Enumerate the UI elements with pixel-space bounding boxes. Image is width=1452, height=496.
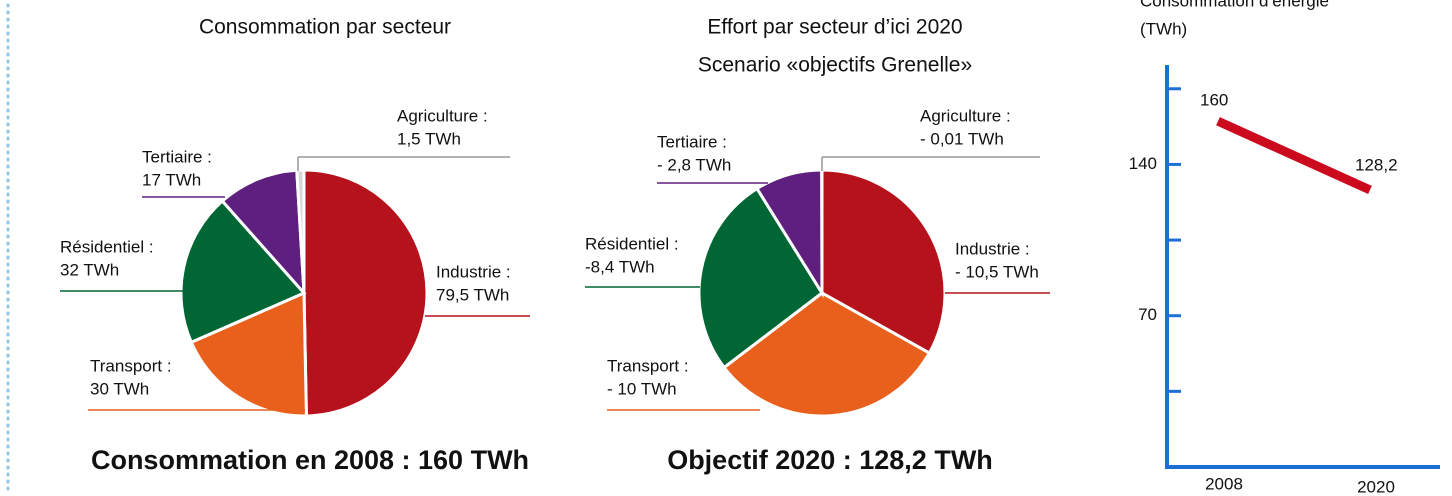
data-label: 128,2 xyxy=(1355,155,1398,174)
data-label: 160 xyxy=(1200,91,1228,110)
slice-label: Industrie : xyxy=(955,239,1030,258)
slice-value-label: 32 TWh xyxy=(60,260,119,279)
data-line xyxy=(1216,117,1372,195)
chart-title: Consommation par secteur xyxy=(199,16,451,39)
slice-label: Résidentiel : xyxy=(585,234,679,253)
x-tick-label: 2008 xyxy=(1205,474,1243,493)
slice-value-label: 79,5 TWh xyxy=(436,285,509,304)
pie-slice xyxy=(697,186,824,370)
slice-value-label: - 0,01 TWh xyxy=(920,129,1004,148)
y-tick-label: 140 xyxy=(1129,154,1157,173)
chart-title: Consommation d’énergie xyxy=(1140,0,1329,10)
chart-title: Effort par secteur d’ici 2020 xyxy=(707,16,962,39)
slice-value-label: -8,4 TWh xyxy=(585,257,655,276)
slice-value-label: 17 TWh xyxy=(142,170,201,189)
pie-slice xyxy=(722,291,932,418)
x-tick-label: 2020 xyxy=(1357,477,1395,496)
pie-slice xyxy=(302,168,429,418)
chart-footer: Objectif 2020 : 128,2 TWh xyxy=(667,445,993,475)
slice-label: Industrie : xyxy=(436,262,511,281)
pie-slice xyxy=(295,168,306,294)
pie-slice xyxy=(220,168,306,298)
chart-title: (TWh) xyxy=(1140,19,1187,38)
slice-value-label: - 2,8 TWh xyxy=(657,155,731,174)
pie-slice xyxy=(820,168,947,356)
slice-label: Transport : xyxy=(90,356,172,375)
pie-slice xyxy=(179,198,307,345)
slice-label: Agriculture : xyxy=(397,106,488,125)
chart-subtitle: Scenario «objectifs Grenelle» xyxy=(698,54,972,77)
slice-label: Résidentiel : xyxy=(60,237,154,256)
y-tick-label: 70 xyxy=(1138,305,1157,324)
pie-slice xyxy=(189,290,308,418)
slice-value-label: - 10,5 TWh xyxy=(955,262,1039,281)
slice-label: Agriculture : xyxy=(920,106,1011,125)
slice-value-label: 1,5 TWh xyxy=(397,129,461,148)
slice-value-label: - 10 TWh xyxy=(607,379,677,398)
slice-value-label: 30 TWh xyxy=(90,379,149,398)
chart-footer: Consommation en 2008 : 160 TWh xyxy=(91,445,529,475)
slice-label: Transport : xyxy=(607,356,689,375)
slice-label: Tertiaire : xyxy=(657,132,727,151)
slice-label: Tertiaire : xyxy=(142,147,212,166)
